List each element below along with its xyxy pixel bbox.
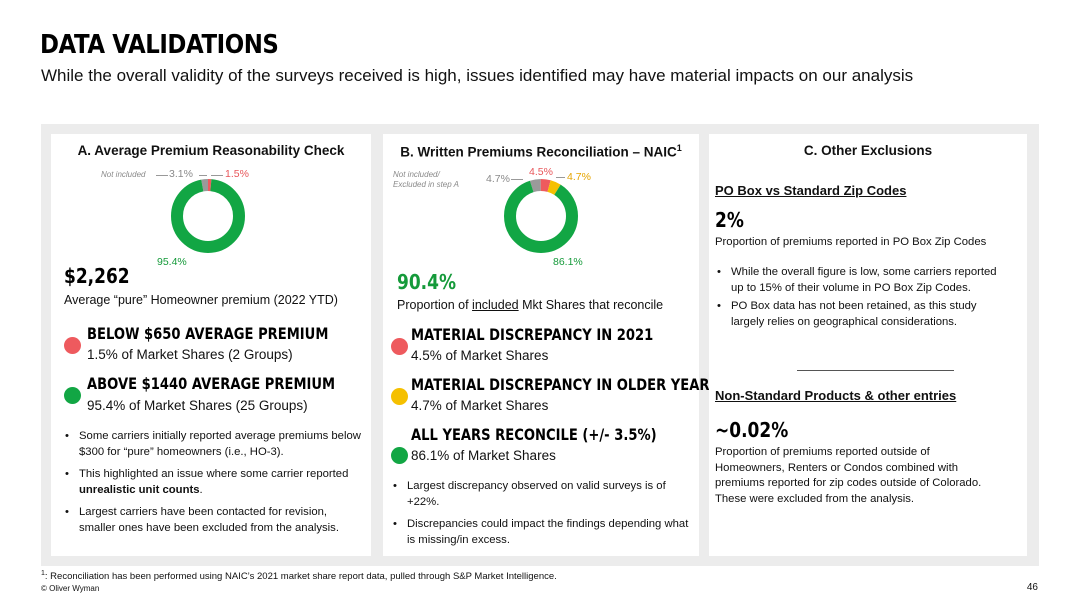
- heading-discrepancy-2021: MATERIAL DISCREPANCY IN 2021: [411, 325, 654, 344]
- list-item: PO Box data has not been retained, as th…: [715, 299, 1005, 330]
- desc-underlined-text: included: [472, 298, 519, 312]
- leader-line: [156, 175, 168, 176]
- list-item: Some carriers initially reported average…: [63, 429, 363, 460]
- heading-above-1440: ABOVE $1440 AVERAGE PREMIUM: [87, 374, 336, 393]
- list-item: While the overall figure is low, some ca…: [715, 265, 1005, 296]
- red-status-dot: [64, 337, 81, 354]
- card-b-title: B. Written Premiums Reconciliation – NAI…: [383, 143, 699, 160]
- sub-all-reconcile: 86.1% of Market Shares: [411, 448, 556, 463]
- card-written-premiums: B. Written Premiums Reconciliation – NAI…: [383, 134, 719, 556]
- list-item: Largest carriers have been contacted for…: [63, 505, 363, 536]
- pct-label-below-650: 1.5%: [225, 168, 249, 180]
- list-item: Largest discrepancy observed on valid su…: [391, 479, 691, 510]
- not-included-line-2: Excluded in step A: [393, 180, 459, 189]
- bullet-text: .: [199, 483, 203, 496]
- not-included-line-1: Not included/: [393, 170, 440, 179]
- card-c-title: C. Other Exclusions: [803, 143, 933, 158]
- not-included-label-a: Not included: [101, 170, 146, 179]
- footnote-marker: 1: [676, 143, 682, 153]
- reconcile-value: 90.4%: [397, 270, 456, 294]
- non-standard-value: ~0.02%: [715, 418, 789, 442]
- bullet-bold-text: unrealistic unit counts: [79, 483, 200, 496]
- reconcile-desc: Proportion of included Mkt Shares that r…: [397, 298, 663, 312]
- bullet-list-b: Largest discrepancy observed on valid su…: [391, 479, 691, 555]
- pct-label-above-1440: 95.4%: [157, 256, 187, 268]
- pct-label-all-reconcile: 86.1%: [553, 256, 583, 268]
- page-title: DATA VALIDATIONS: [40, 30, 279, 60]
- donut-slice-above-1440: [171, 179, 245, 253]
- footnote: 1: Reconciliation has been performed usi…: [41, 570, 557, 582]
- pct-label-not-included-a: 3.1%: [169, 168, 193, 180]
- sub-above-1440: 95.4% of Market Shares (25 Groups): [87, 398, 308, 413]
- donut-slice-discrepancy-2021: [504, 179, 578, 253]
- donut-slice-below-650: [171, 179, 245, 253]
- average-premium-value: $2,262: [64, 264, 130, 288]
- donut-slice-all-years-reconcile: [504, 179, 578, 253]
- card-b-title-text: B. Written Premiums Reconciliation – NAI…: [400, 144, 677, 160]
- heading-discrepancy-older: MATERIAL DISCREPANCY IN OLDER YEARS: [411, 375, 719, 394]
- section-divider: [797, 370, 954, 371]
- leader-line: [511, 179, 523, 180]
- pct-label-not-included-b: 4.7%: [486, 173, 510, 185]
- footnote-text: : Reconciliation has been performed usin…: [44, 571, 557, 583]
- list-item: Discrepancies could impact the findings …: [391, 517, 691, 548]
- leader-line: [199, 175, 207, 176]
- leader-line: [211, 175, 223, 176]
- po-box-value: 2%: [715, 208, 744, 232]
- non-standard-desc: Proportion of premiums reported outside …: [715, 446, 982, 505]
- po-box-desc: Proportion of premiums reported in PO Bo…: [715, 236, 987, 248]
- sub-discrepancy-older: 4.7% of Market Shares: [411, 398, 549, 413]
- heading-below-650: BELOW $650 AVERAGE PREMIUM: [87, 324, 329, 343]
- bullet-text: This highlighted an issue where some car…: [79, 468, 349, 480]
- not-included-label-b: Not included/ Excluded in step A: [393, 170, 459, 190]
- green-status-dot: [391, 447, 408, 464]
- desc-text: Proportion of: [397, 298, 473, 312]
- donut-chart-a: [171, 179, 245, 253]
- orange-status-dot: [391, 388, 408, 405]
- bullet-list-a: Some carriers initially reported average…: [63, 429, 363, 543]
- card-a-title: A. Average Premium Reasonability Check: [77, 143, 345, 158]
- leader-line: [556, 177, 565, 178]
- sub-below-650: 1.5% of Market Shares (2 Groups): [87, 347, 293, 362]
- card-average-premium: A. Average Premium Reasonability Check N…: [51, 134, 371, 556]
- pct-label-discrepancy-2021: 4.5%: [529, 166, 553, 178]
- bullet-text: Some carriers initially reported average…: [79, 430, 361, 458]
- desc-text: Mkt Shares that reconcile: [518, 298, 664, 312]
- page-number: 46: [1026, 582, 1038, 593]
- footnote-marker: 1: [41, 570, 45, 577]
- card-other-exclusions: C. Other Exclusions PO Box vs Standard Z…: [709, 134, 1027, 556]
- page-subtitle: While the overall validity of the survey…: [41, 66, 914, 85]
- heading-all-reconcile: ALL YEARS RECONCILE (+/- 3.5%): [411, 425, 657, 444]
- red-status-dot: [391, 338, 408, 355]
- average-premium-desc: Average “pure” Homeowner premium (2022 Y…: [64, 293, 338, 307]
- green-status-dot: [64, 387, 81, 404]
- non-standard-heading: Non-Standard Products & other entries: [715, 388, 957, 403]
- donut-chart-b: [504, 179, 578, 253]
- bullet-list-c: While the overall figure is low, some ca…: [715, 265, 1005, 337]
- pct-label-discrepancy-older: 4.7%: [567, 171, 591, 183]
- po-box-heading: PO Box vs Standard Zip Codes: [715, 183, 907, 198]
- sub-discrepancy-2021: 4.5% of Market Shares: [411, 348, 549, 363]
- copyright: © Oliver Wyman: [41, 584, 100, 593]
- bullet-text: Largest carriers have been contacted for…: [79, 506, 339, 534]
- list-item: This highlighted an issue where some car…: [63, 467, 363, 498]
